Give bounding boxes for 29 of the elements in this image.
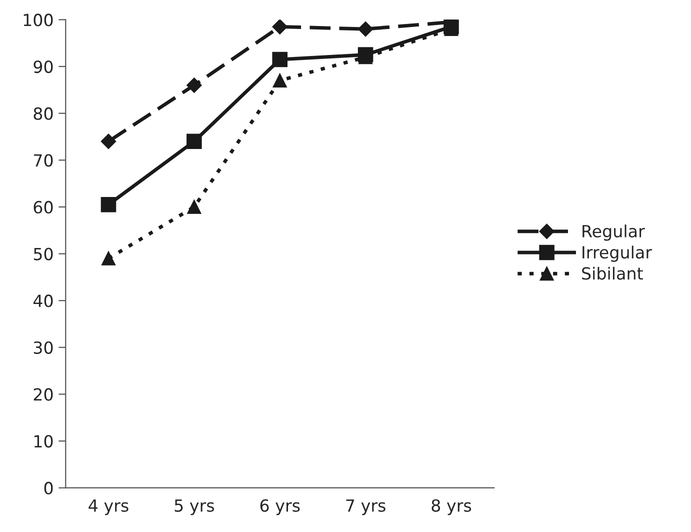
legend-label: Sibilant [582,266,643,280]
point [272,20,288,34]
y-tick-label: 40 [33,294,53,308]
y-tick-label: 30 [34,341,53,354]
point [272,74,287,88]
y-tick-label: 0 [44,482,53,494]
y-tick-label: 70 [34,154,53,167]
legend-label: Irregular [582,246,652,262]
y-tick-label: 90 [34,60,53,74]
y-tick-label: 100 [24,14,53,26]
y-tick-label: 80 [34,107,53,120]
x-tick-label: 5 yrs [174,499,214,516]
point [358,21,374,37]
legend-label: Regular [582,224,645,241]
y-tick-label: 10 [34,434,53,448]
point [186,134,202,150]
point [100,196,116,212]
point [186,78,202,93]
y-tick-label: 50 [34,248,53,260]
point [187,200,202,214]
x-tick-label: 6 yrs [260,499,300,516]
point [100,134,116,149]
x-tick-label: 7 yrs [346,499,386,516]
y-tick-label: 60 [34,200,53,214]
x-tick-label: 4 yrs [88,499,128,516]
x-tick-label: 8 yrs [432,499,472,516]
point [272,52,288,68]
point [102,252,116,266]
y-tick-label: 20 [34,388,53,401]
